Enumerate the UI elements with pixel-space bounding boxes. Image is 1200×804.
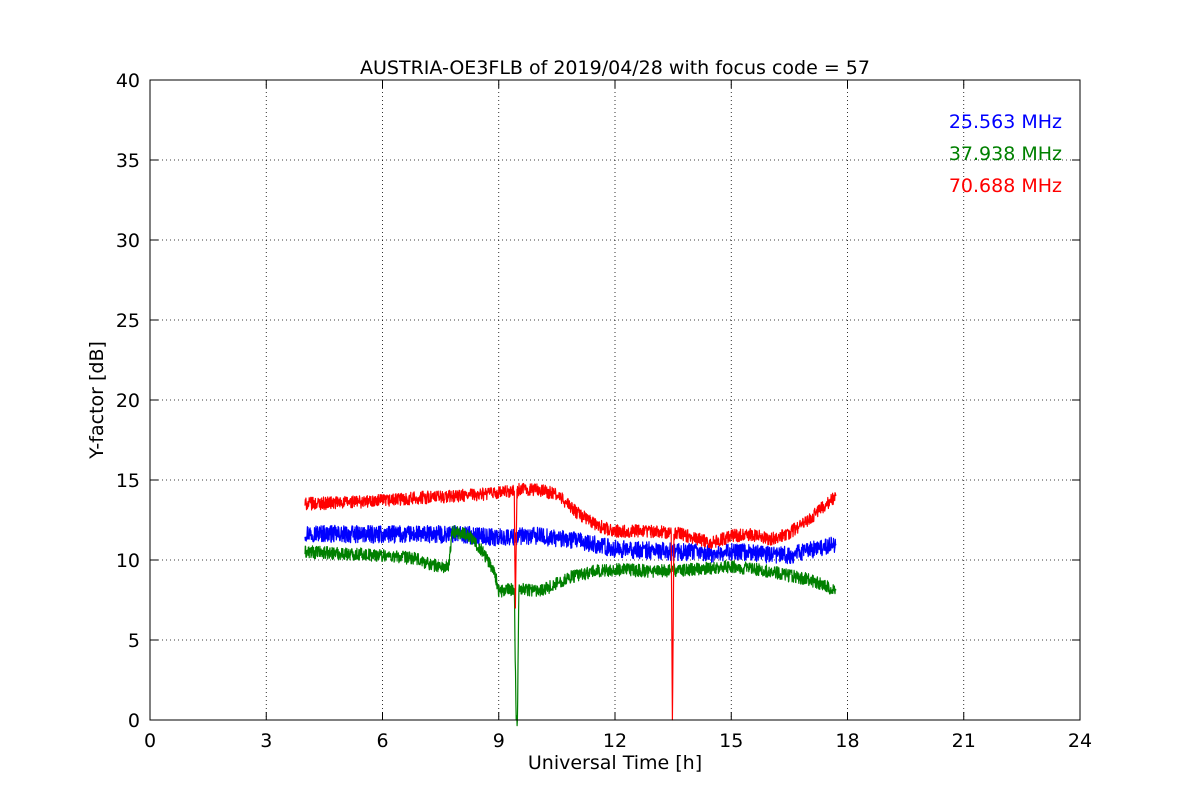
x-tick-label: 24 [1068,730,1092,752]
y-tick-label: 10 [116,550,140,572]
chart-title: AUSTRIA-OE3FLB of 2019/04/28 with focus … [360,57,870,79]
y-tick-label: 0 [128,710,140,732]
series-line-2 [304,482,837,721]
y-tick-label: 35 [116,150,140,172]
x-tick-label: 0 [144,730,156,752]
series-group [304,482,837,727]
x-tick-label: 3 [260,730,272,752]
ticks: 0 3 6 9 12 15 18 21 24 0 5 10 15 20 25 30 35 40 [116,70,1092,752]
x-tick-label: 15 [719,730,743,752]
y-axis-label: Y-factor [dB] [86,341,108,460]
grid [150,80,1080,720]
x-tick-label: 6 [376,730,388,752]
legend-entry-2: 70.688 MHz [949,175,1062,197]
y-tick-label: 30 [116,230,140,252]
series-line-0 [304,524,837,565]
y-tick-label: 20 [116,390,140,412]
legend: 25.563 MHz 37.938 MHz 70.688 MHz [949,111,1062,197]
y-tick-label: 5 [128,630,140,652]
series-line-1 [304,524,837,727]
y-tick-label: 15 [116,470,140,492]
x-axis-label: Universal Time [h] [528,752,702,774]
x-tick-label: 9 [493,730,505,752]
x-tick-label: 18 [835,730,859,752]
y-tick-label: 25 [116,310,140,332]
x-tick-label: 21 [952,730,976,752]
y-tick-label: 40 [116,70,140,92]
legend-entry-1: 37.938 MHz [949,143,1062,165]
legend-entry-0: 25.563 MHz [949,111,1062,133]
x-tick-label: 12 [603,730,627,752]
